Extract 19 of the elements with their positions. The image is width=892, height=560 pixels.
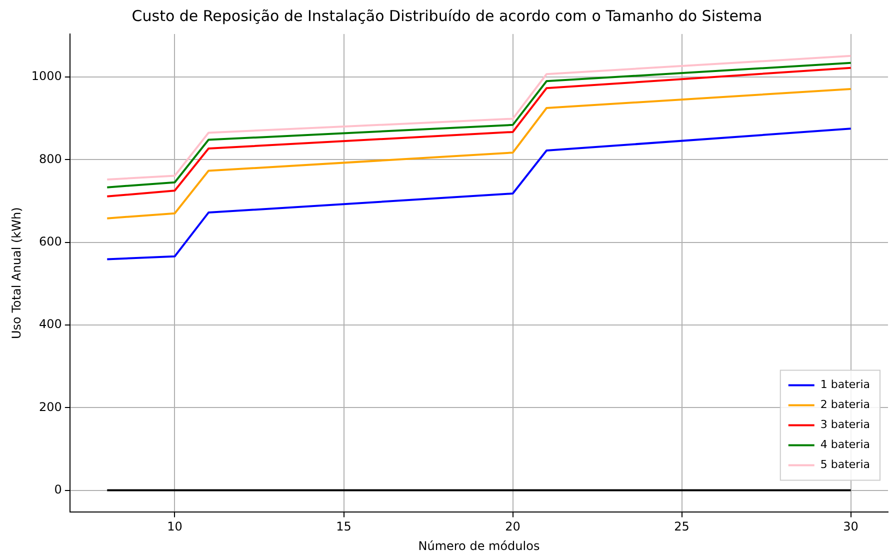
legend-label: 2 bateria bbox=[820, 398, 870, 412]
legend-label: 4 bateria bbox=[820, 438, 870, 452]
y-tick-label: 200 bbox=[39, 400, 62, 414]
chart-title: Custo de Reposição de Instalação Distribuído de acordo com o Tamanho do Sistema bbox=[132, 6, 762, 25]
x-tick-label: 10 bbox=[167, 520, 182, 534]
x-tick-label: 15 bbox=[336, 520, 352, 534]
y-tick-label: 1000 bbox=[31, 69, 62, 84]
y-tick-label: 600 bbox=[39, 234, 62, 248]
legend-label: 3 bateria bbox=[820, 418, 870, 432]
y-tick-label: 800 bbox=[39, 152, 62, 166]
legend-label: 5 bateria bbox=[820, 458, 870, 472]
y-tick-label: 400 bbox=[39, 317, 62, 332]
x-tick-label: 30 bbox=[843, 520, 858, 534]
x-axis-title: Número de módulos bbox=[418, 538, 540, 553]
y-axis-title: Uso Total Anual (kWh) bbox=[9, 207, 24, 339]
x-tick-label: 20 bbox=[505, 520, 520, 534]
legend-label: 1 bateria bbox=[820, 378, 870, 392]
x-tick-label: 25 bbox=[674, 520, 690, 534]
y-tick-label: 0 bbox=[54, 482, 62, 496]
